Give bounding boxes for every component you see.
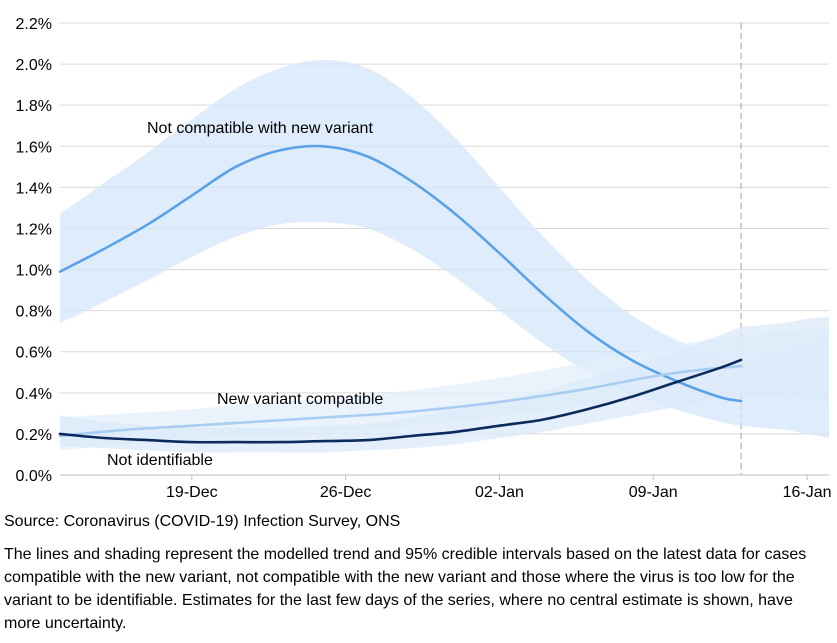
x-tick-label: 16-Jan [783, 484, 832, 501]
band-extension-not-identifiable [741, 316, 829, 404]
series-label-not-identifiable: Not identifiable [107, 452, 213, 469]
band-not-compatible [60, 60, 742, 426]
y-tick-label: 1.4% [16, 180, 52, 197]
x-tick-label: 26-Dec [320, 484, 372, 501]
y-tick-label: 0.4% [16, 386, 52, 403]
credible-interval-bands [60, 60, 829, 453]
x-tick-label: 19-Dec [166, 484, 218, 501]
source-text: Source: Coronavirus (COVID-19) Infection… [4, 513, 401, 530]
x-tick-label: 09-Jan [629, 484, 678, 501]
y-tick-label: 1.2% [16, 221, 52, 238]
x-tick-label: 02-Jan [475, 484, 524, 501]
footnote-text: The lines and shading represent the mode… [4, 546, 807, 632]
y-tick-label: 1.8% [16, 98, 52, 115]
y-tick-label: 2.2% [16, 16, 52, 33]
line-not-identifiable [58, 358, 743, 444]
y-tick-label: 1.0% [16, 263, 52, 280]
line-new-variant [58, 364, 743, 438]
y-tick-label: 0.8% [16, 304, 52, 321]
y-tick-label: 1.6% [16, 139, 52, 156]
band-new-variant [60, 335, 742, 451]
series-label-not-compatible: Not compatible with new variant [147, 120, 373, 137]
line-not-compatible [58, 144, 743, 403]
y-tick-label: 0.2% [16, 427, 52, 444]
series-label-new-variant: New variant compatible [217, 391, 383, 408]
y-axis-ticks: 0.0% 0.2% 0.4% 0.6% 0.8% 1.0% 1.2% 1.4% 1.6% 1.8%… [16, 16, 52, 485]
y-tick-label: 0.6% [16, 345, 52, 362]
chart-area: 0.0% 0.2% 0.4% 0.6% 0.8% 1.0% 1.2% 1.4% 1.6% 1.8%… [16, 16, 832, 501]
y-tick-label: 0.0% [16, 468, 52, 485]
y-tick-label: 2.0% [16, 57, 52, 74]
band-not-identifiable [60, 327, 742, 453]
series-lines [58, 144, 743, 444]
